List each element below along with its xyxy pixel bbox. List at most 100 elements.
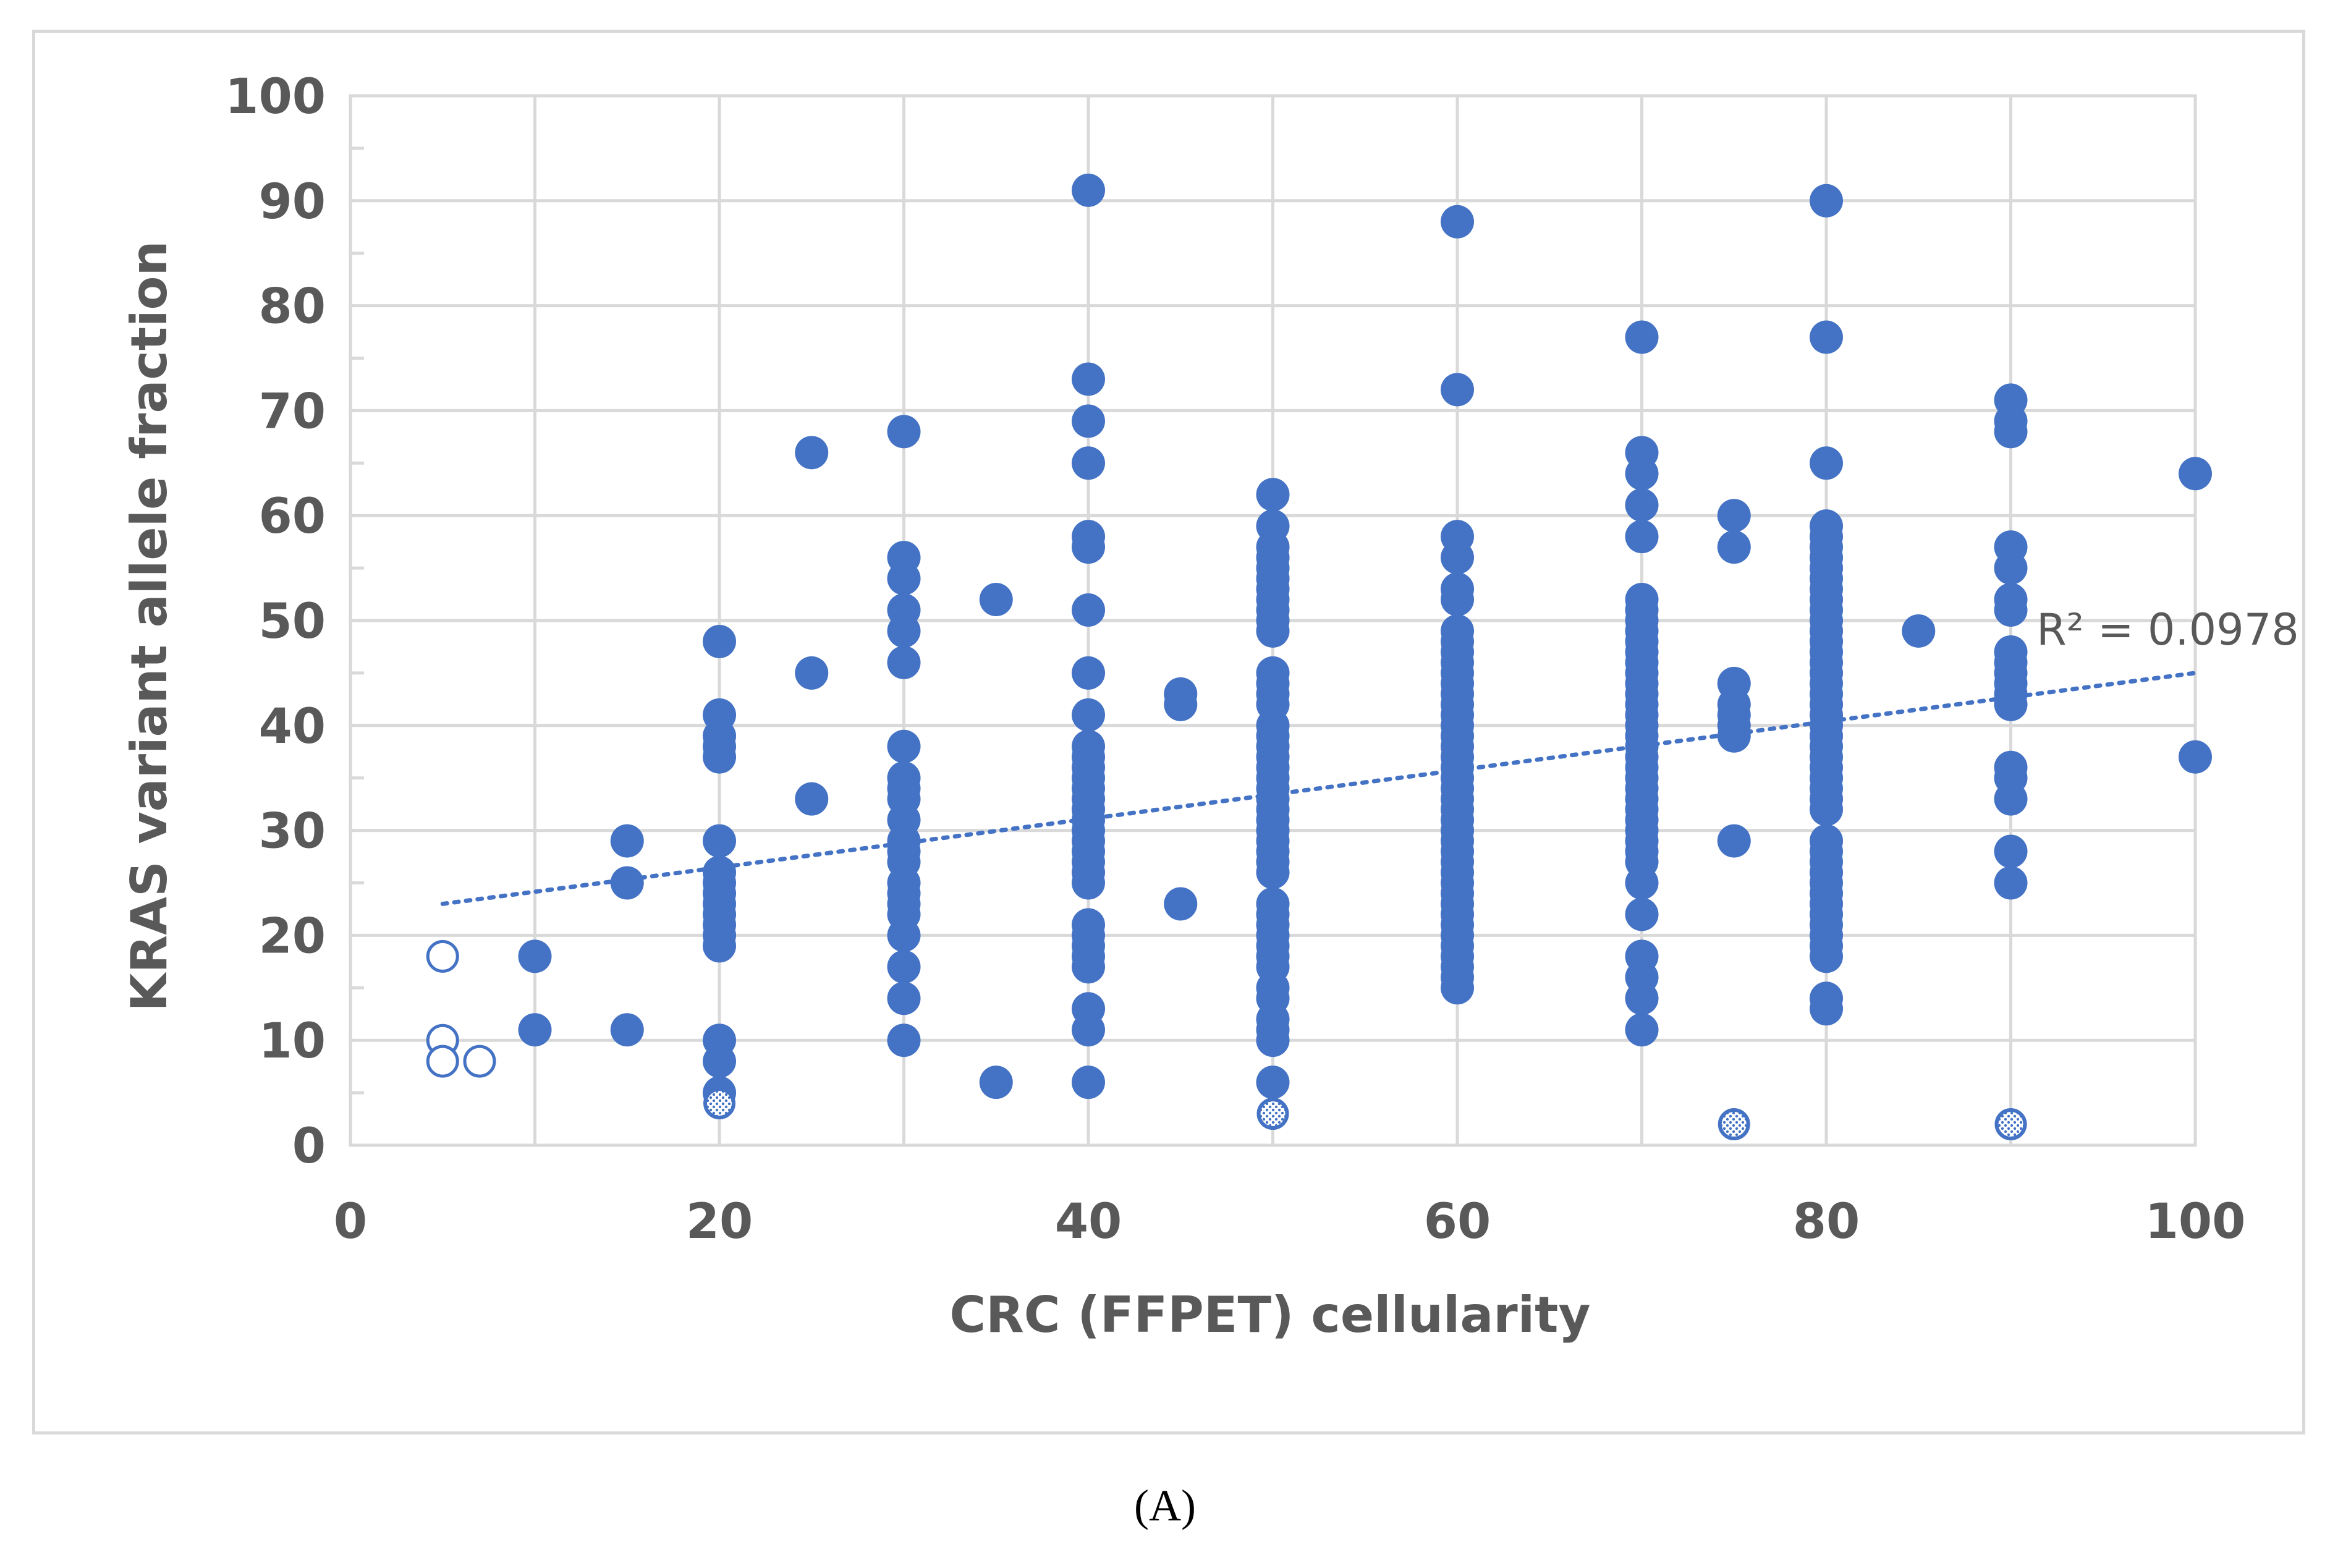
- data-point: [795, 436, 829, 470]
- data-point: [1994, 593, 2028, 627]
- data-point: [1072, 404, 1105, 438]
- data-point: [887, 645, 921, 679]
- data-point: [1810, 320, 1843, 354]
- data-point-patterned: [1718, 1108, 1750, 1141]
- data-point: [1164, 887, 1198, 921]
- data-point: [1994, 782, 2028, 816]
- trendline: [440, 671, 2198, 906]
- data-point: [887, 562, 921, 596]
- data-point: [1625, 1013, 1659, 1047]
- trendline-group: [440, 671, 2198, 906]
- data-point: [1810, 939, 1843, 973]
- data-point: [1441, 583, 1474, 617]
- data-point: [703, 824, 736, 858]
- data-point: [1441, 541, 1474, 575]
- y-tick-label: 30: [258, 804, 326, 860]
- data-point: [1256, 478, 1290, 512]
- data-point: [1810, 184, 1843, 218]
- data-point: [1072, 593, 1105, 627]
- data-point: [1072, 446, 1105, 480]
- data-point: [1625, 981, 1659, 1015]
- data-point: [1072, 1066, 1105, 1100]
- data-point: [1994, 866, 2028, 900]
- panel-label: (A): [1134, 1481, 1196, 1530]
- data-point: [1441, 205, 1474, 239]
- data-point: [1994, 834, 2028, 868]
- y-tick-label: 60: [258, 489, 326, 545]
- y-tick-label: 90: [258, 174, 326, 230]
- data-point: [1256, 855, 1290, 889]
- data-point: [979, 583, 1013, 617]
- data-point: [795, 782, 829, 816]
- data-point: [1256, 1066, 1290, 1100]
- data-point: [2179, 740, 2212, 774]
- data-point: [703, 624, 736, 658]
- data-point-open: [426, 1045, 459, 1078]
- data-point: [518, 939, 552, 973]
- x-tick-label: 40: [1055, 1194, 1122, 1250]
- data-point: [610, 824, 644, 858]
- y-tick-label: 20: [258, 909, 326, 964]
- data-point: [1072, 698, 1105, 732]
- data-point-open: [426, 939, 459, 973]
- data-point: [1072, 866, 1105, 900]
- data-point: [518, 1013, 552, 1047]
- y-axis-title: KRAS variant allele fraction: [121, 241, 178, 1012]
- axes: 0 10 20 30 40 50 60 70 80 90 100 0 20 40 60 80 100: [225, 69, 2245, 1250]
- data-point: [1072, 173, 1105, 207]
- data-point: [703, 1045, 736, 1079]
- data-point-patterned: [1994, 1108, 2027, 1141]
- data-point: [1256, 1023, 1290, 1057]
- data-point: [1625, 866, 1659, 900]
- data-point: [1625, 488, 1659, 522]
- plot-area-border: [349, 94, 2197, 1147]
- data-point: [887, 981, 921, 1015]
- data-point: [1072, 530, 1105, 564]
- data-point: [1994, 551, 2028, 585]
- x-tick-label: 100: [2145, 1194, 2246, 1250]
- data-point: [1625, 320, 1659, 354]
- y-tick-label: 40: [258, 699, 326, 755]
- data-point: [887, 1023, 921, 1057]
- x-tick-label: 60: [1424, 1194, 1491, 1250]
- y-tick-label: 80: [258, 279, 326, 335]
- data-point: [1072, 950, 1105, 984]
- data-point-patterned: [1256, 1098, 1289, 1130]
- data-point: [1717, 530, 1751, 564]
- data-point: [1717, 824, 1751, 858]
- data-point: [979, 1066, 1013, 1100]
- x-axis-title: CRC (FFPET) cellularity: [949, 1286, 1590, 1344]
- data-point: [1717, 719, 1751, 753]
- data-point: [887, 729, 921, 763]
- data-point-patterned: [703, 1087, 735, 1120]
- data-points: [426, 173, 2212, 1141]
- data-point: [1256, 614, 1290, 648]
- x-tick-label: 0: [334, 1194, 367, 1250]
- data-point: [1994, 687, 2028, 721]
- data-point: [1625, 457, 1659, 491]
- data-point: [1810, 446, 1843, 480]
- data-point: [610, 866, 644, 900]
- data-point: [1902, 614, 1936, 648]
- data-point: [1994, 415, 2028, 449]
- data-point: [1625, 897, 1659, 931]
- scatter-chart: 0 10 20 30 40 50 60 70 80 90 100 0 20 40 60 80 100 CRC (…: [121, 69, 2299, 1344]
- r-squared-label: R² = 0.0978: [2036, 604, 2299, 655]
- chart-frame: 0 10 20 30 40 50 60 70 80 90 100 0 20 40 60 80 100 CRC (…: [32, 30, 2305, 1435]
- data-point: [1625, 520, 1659, 554]
- data-point: [1810, 992, 1843, 1026]
- data-point: [703, 740, 736, 774]
- data-point: [1441, 971, 1474, 1005]
- x-tick-label: 20: [686, 1194, 753, 1250]
- data-point: [1072, 1013, 1105, 1047]
- data-point: [887, 614, 921, 648]
- y-tick-label: 70: [258, 384, 326, 439]
- data-point: [887, 918, 921, 952]
- y-tick-label: 0: [292, 1119, 326, 1174]
- data-point: [1072, 656, 1105, 690]
- data-point: [1164, 687, 1198, 721]
- data-point: [887, 415, 921, 449]
- data-point: [795, 656, 829, 690]
- y-tick-label: 10: [258, 1014, 326, 1069]
- y-tick-label: 100: [225, 69, 326, 125]
